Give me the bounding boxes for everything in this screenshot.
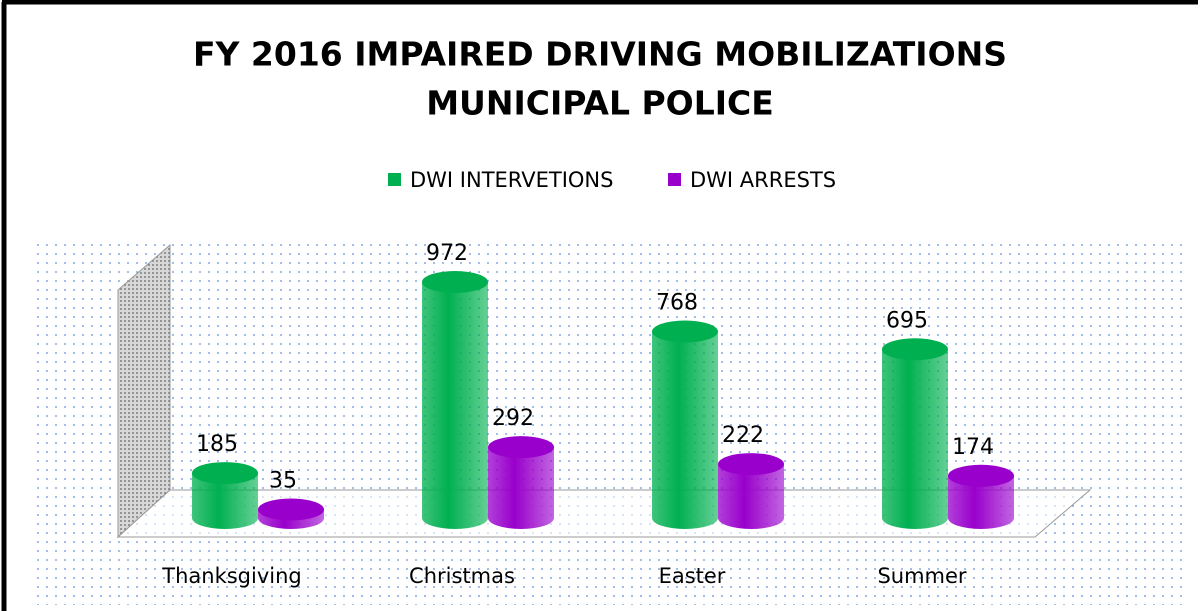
x-tick-label: Thanksgiving [161,564,301,588]
legend-swatch [668,173,681,186]
data-label: 174 [952,435,994,460]
bar-top [948,464,1014,487]
data-label: 35 [269,469,297,494]
bar [258,498,324,529]
bar-top [258,498,324,521]
bar-top [488,436,554,459]
x-tick-label: Summer [877,564,966,588]
bar [652,320,718,529]
bar [882,338,948,529]
bar [948,464,1014,529]
bar-body [882,349,948,529]
x-tick-label: Easter [659,564,726,588]
bar-body [652,331,718,529]
data-label: 185 [196,432,238,457]
legend-label: DWI INTERVETIONS [410,168,613,192]
bar [718,453,784,529]
x-tick-label: Christmas [409,564,515,588]
bar-body [948,475,1014,529]
bar-body [192,473,258,529]
bar-body [422,282,488,529]
data-label: 972 [426,241,468,266]
bar [488,436,554,529]
bar [192,462,258,529]
plot-area [35,240,1185,605]
chart-title: FY 2016 IMPAIRED DRIVING MOBILIZATIONS [193,35,1007,74]
bar-top [882,338,948,361]
chart-subtitle: MUNICIPAL POLICE [426,84,774,123]
bar [422,271,488,529]
bar-top [422,271,488,293]
bar-top [652,320,718,343]
legend-swatch [388,173,401,186]
bar-top [192,462,258,485]
legend-label: DWI ARRESTS [690,168,836,192]
data-label: 222 [722,423,764,448]
bar-top [718,453,784,476]
bar-body [718,464,784,529]
bar-body [488,447,554,529]
data-label: 292 [492,406,534,431]
data-label: 695 [886,308,928,333]
side-wall [117,243,171,539]
data-label: 768 [656,291,698,316]
